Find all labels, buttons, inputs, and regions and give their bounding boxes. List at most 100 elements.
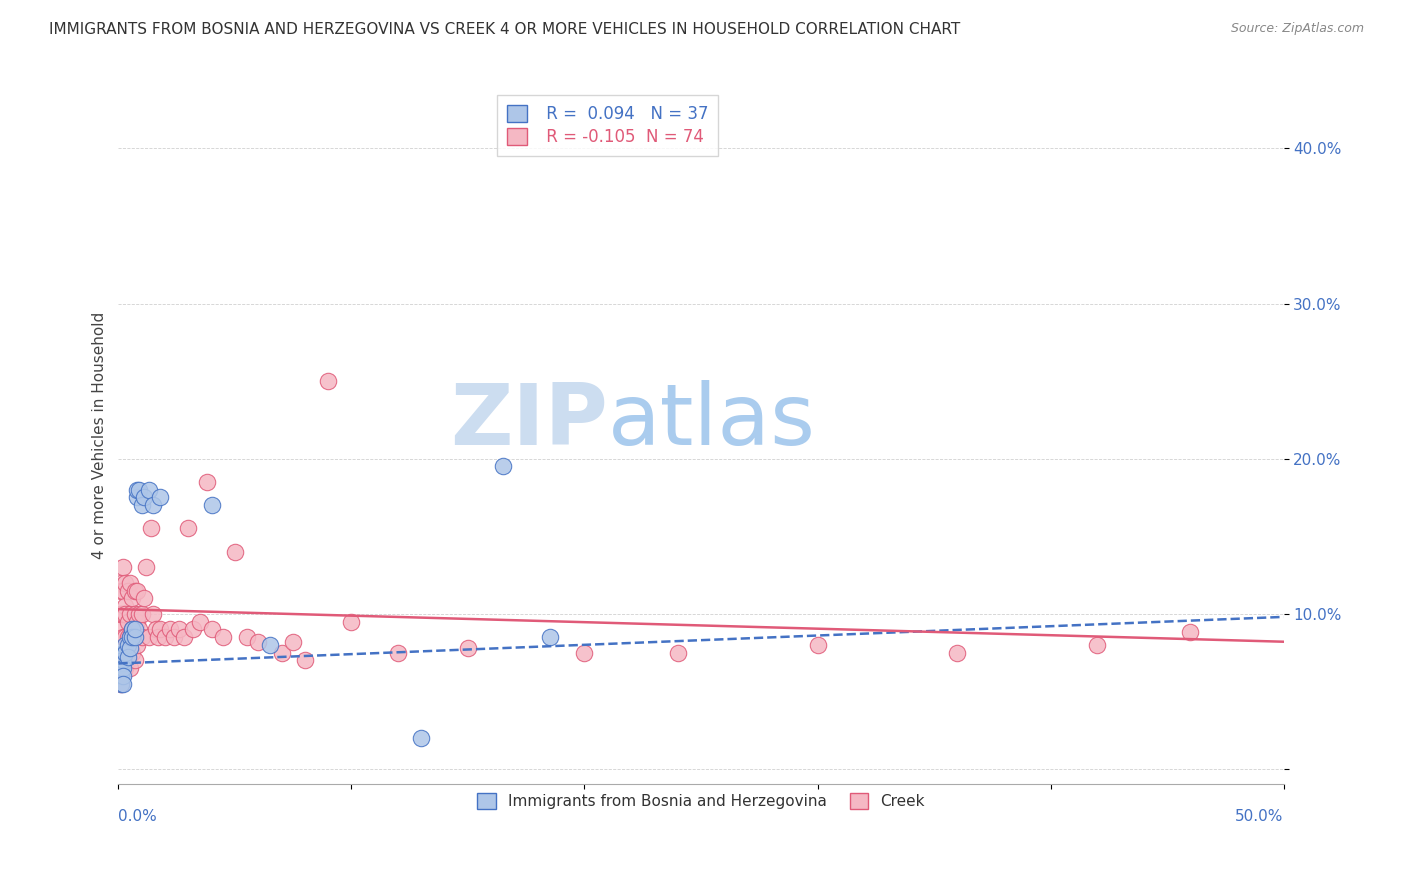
Point	[387, 646, 409, 660]
Point	[120, 630, 142, 644]
Point	[128, 607, 150, 621]
Point	[131, 630, 153, 644]
Point	[201, 498, 224, 512]
Point	[125, 583, 148, 598]
Point	[117, 630, 139, 644]
Point	[159, 623, 181, 637]
Point	[124, 583, 146, 598]
Point	[177, 521, 200, 535]
Point	[121, 623, 143, 637]
Point	[117, 653, 139, 667]
Point	[112, 661, 135, 675]
Point	[149, 491, 172, 505]
Point	[946, 646, 969, 660]
Point	[167, 623, 190, 637]
Point	[110, 607, 132, 621]
Point	[120, 630, 142, 644]
Point	[538, 630, 561, 644]
Point	[124, 630, 146, 644]
Point	[112, 657, 135, 671]
Point	[114, 638, 136, 652]
Point	[181, 623, 204, 637]
Text: ZIP: ZIP	[450, 380, 607, 463]
Point	[492, 459, 515, 474]
Point	[138, 630, 160, 644]
Point	[139, 521, 162, 535]
Point	[110, 676, 132, 690]
Point	[574, 646, 596, 660]
Point	[259, 638, 281, 652]
Point	[112, 646, 135, 660]
Point	[120, 661, 142, 675]
Point	[142, 498, 165, 512]
Point	[131, 498, 153, 512]
Point	[411, 731, 433, 745]
Point	[128, 483, 150, 497]
Point	[173, 630, 195, 644]
Point	[110, 669, 132, 683]
Point	[201, 623, 224, 637]
Text: Source: ZipAtlas.com: Source: ZipAtlas.com	[1230, 22, 1364, 36]
Point	[283, 634, 305, 648]
Y-axis label: 4 or more Vehicles in Household: 4 or more Vehicles in Household	[93, 312, 107, 559]
Point	[121, 646, 143, 660]
Point	[110, 583, 132, 598]
Point	[153, 630, 176, 644]
Point	[110, 650, 132, 665]
Point	[114, 599, 136, 613]
Point	[112, 607, 135, 621]
Point	[294, 653, 316, 667]
Point	[195, 475, 218, 489]
Point	[124, 607, 146, 621]
Point	[145, 623, 167, 637]
Point	[117, 615, 139, 629]
Point	[125, 491, 148, 505]
Point	[110, 575, 132, 590]
Point	[120, 607, 142, 621]
Point	[270, 646, 292, 660]
Point	[125, 638, 148, 652]
Point	[117, 583, 139, 598]
Point	[114, 661, 136, 675]
Point	[114, 607, 136, 621]
Point	[135, 560, 157, 574]
Point	[806, 638, 828, 652]
Point	[120, 640, 142, 655]
Point	[125, 483, 148, 497]
Point	[132, 491, 155, 505]
Point	[110, 657, 132, 671]
Point	[188, 615, 211, 629]
Point	[235, 630, 257, 644]
Point	[124, 653, 146, 667]
Point	[247, 634, 270, 648]
Point	[131, 607, 153, 621]
Point	[149, 623, 172, 637]
Point	[121, 630, 143, 644]
Point	[1085, 638, 1108, 652]
Point	[457, 640, 479, 655]
Point	[121, 591, 143, 606]
Text: 0.0%: 0.0%	[118, 809, 157, 824]
Point	[110, 676, 132, 690]
Point	[114, 630, 136, 644]
Point	[138, 483, 160, 497]
Point	[340, 615, 363, 629]
Point	[120, 575, 142, 590]
Point	[114, 646, 136, 660]
Point	[124, 623, 146, 637]
Text: IMMIGRANTS FROM BOSNIA AND HERZEGOVINA VS CREEK 4 OR MORE VEHICLES IN HOUSEHOLD : IMMIGRANTS FROM BOSNIA AND HERZEGOVINA V…	[49, 22, 960, 37]
Point	[108, 661, 131, 675]
Legend: Immigrants from Bosnia and Herzegovina, Creek: Immigrants from Bosnia and Herzegovina, …	[471, 787, 931, 815]
Point	[110, 623, 132, 637]
Point	[110, 669, 132, 683]
Point	[114, 575, 136, 590]
Text: 50.0%: 50.0%	[1236, 809, 1284, 824]
Point	[146, 630, 169, 644]
Point	[666, 646, 689, 660]
Point	[112, 630, 135, 644]
Point	[117, 650, 139, 665]
Point	[112, 653, 135, 667]
Point	[1180, 625, 1202, 640]
Point	[125, 615, 148, 629]
Point	[108, 607, 131, 621]
